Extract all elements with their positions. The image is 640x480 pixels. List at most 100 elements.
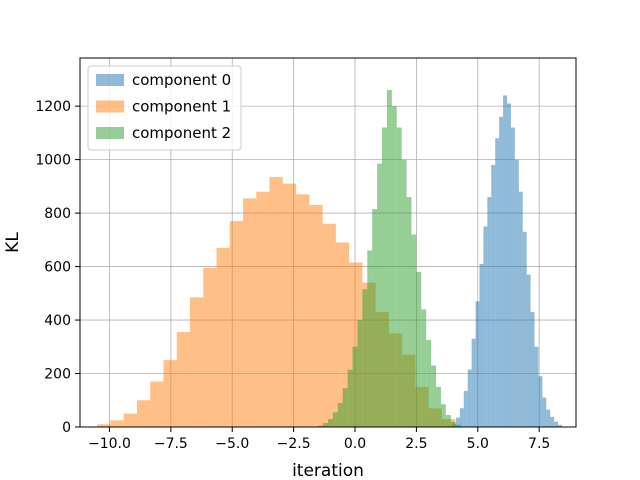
histogram-bar bbox=[558, 424, 563, 427]
histogram-bar bbox=[229, 221, 244, 427]
histogram-bar bbox=[282, 183, 297, 427]
y-tick-label: 600 bbox=[44, 260, 71, 276]
legend-label: component 0 bbox=[132, 71, 231, 89]
histogram-bar bbox=[471, 338, 476, 427]
histogram-bar bbox=[396, 127, 402, 428]
histogram-bar bbox=[110, 420, 124, 427]
y-tick-label: 1200 bbox=[35, 99, 71, 115]
histogram-bar bbox=[322, 223, 336, 427]
histogram-bar bbox=[362, 289, 368, 427]
legend-label: component 2 bbox=[132, 124, 231, 142]
y-tick-label: 800 bbox=[44, 206, 71, 222]
y-tick-label: 0 bbox=[62, 420, 71, 436]
histogram-bar bbox=[328, 418, 333, 427]
y-axis-label: KL bbox=[3, 232, 23, 253]
y-axis-ticks: 0 200 400 600 800 1000 1200 bbox=[35, 99, 80, 436]
histogram-bar bbox=[495, 138, 500, 427]
histogram-bar bbox=[514, 159, 519, 427]
histogram-bar bbox=[416, 271, 422, 427]
histogram-bar bbox=[176, 332, 191, 427]
histogram-bar bbox=[440, 404, 446, 427]
histogram-bar bbox=[467, 369, 472, 427]
histogram-bar bbox=[332, 412, 338, 427]
histogram-bar bbox=[445, 414, 451, 427]
histogram-bar bbox=[309, 205, 323, 427]
histogram-bar bbox=[163, 360, 177, 427]
x-tick-label: 5.0 bbox=[467, 436, 489, 452]
histogram-bar bbox=[377, 163, 383, 427]
histogram-bar bbox=[269, 176, 283, 427]
histogram-bar bbox=[323, 422, 328, 427]
histogram-bars bbox=[97, 90, 563, 428]
histogram-bar bbox=[357, 320, 363, 427]
x-axis-ticks: −10.0 −7.5 −5.0 −2.5 0.0 2.5 5.0 7.5 bbox=[88, 427, 550, 452]
histogram-bar bbox=[479, 263, 484, 427]
y-tick-label: 1000 bbox=[35, 153, 71, 169]
histogram-bar bbox=[150, 381, 164, 427]
histogram-bar bbox=[499, 116, 504, 428]
histogram-bar bbox=[526, 274, 531, 427]
histogram-bar bbox=[483, 226, 488, 427]
histogram-bar bbox=[335, 242, 350, 427]
histogram-bar bbox=[431, 365, 437, 427]
x-tick-label: −5.0 bbox=[215, 436, 249, 452]
legend: component 0 component 1 component 2 bbox=[87, 65, 242, 151]
histogram-bar bbox=[510, 127, 515, 428]
histogram-bar bbox=[123, 413, 137, 427]
histogram-bar bbox=[203, 267, 217, 427]
histogram-bar bbox=[530, 312, 535, 427]
histogram-bar bbox=[546, 409, 551, 427]
histogram-bar bbox=[450, 421, 456, 427]
histogram-bar bbox=[491, 164, 496, 427]
legend-swatch bbox=[96, 74, 124, 86]
histogram-bar bbox=[190, 297, 204, 427]
histogram-bar bbox=[455, 417, 460, 427]
histogram-bar bbox=[367, 250, 373, 427]
histogram-bar bbox=[534, 346, 539, 427]
legend-box bbox=[87, 65, 242, 151]
histogram-bar bbox=[554, 421, 559, 427]
histogram-bar bbox=[382, 127, 387, 428]
histogram-bar bbox=[372, 209, 378, 427]
x-tick-label: −7.5 bbox=[154, 436, 188, 452]
histogram-bar bbox=[507, 103, 511, 428]
legend-swatch bbox=[96, 100, 124, 113]
histogram-bar bbox=[436, 386, 441, 427]
histogram-bar bbox=[475, 301, 480, 427]
histogram-bar bbox=[463, 390, 468, 427]
histogram-bar bbox=[391, 106, 397, 427]
histogram-bar bbox=[487, 197, 492, 427]
x-tick-label: −10.0 bbox=[88, 436, 131, 452]
histogram-bar bbox=[459, 408, 464, 427]
histogram-bar bbox=[550, 416, 555, 427]
histogram-bar bbox=[518, 191, 523, 427]
histogram-bar bbox=[455, 424, 461, 427]
histogram-bar bbox=[421, 309, 427, 427]
histogram-bar bbox=[401, 159, 407, 427]
histogram-bar bbox=[352, 346, 358, 427]
series-0-bars bbox=[452, 95, 563, 428]
histogram-bar bbox=[318, 425, 324, 427]
histogram-bar bbox=[386, 90, 392, 427]
histogram-bar bbox=[347, 369, 353, 427]
histogram-bar bbox=[337, 402, 343, 427]
y-tick-label: 200 bbox=[44, 367, 71, 383]
histogram-bar bbox=[243, 198, 257, 427]
y-tick-label: 400 bbox=[44, 313, 71, 329]
histogram-bar bbox=[503, 95, 508, 427]
histogram-bar bbox=[342, 388, 348, 427]
histogram-bar bbox=[542, 397, 547, 427]
histogram-bar bbox=[522, 231, 527, 427]
legend-swatch bbox=[96, 127, 124, 139]
histogram-bar bbox=[411, 234, 417, 427]
histogram-bar bbox=[406, 197, 412, 427]
x-tick-label: 2.5 bbox=[405, 436, 427, 452]
legend-label: component 1 bbox=[132, 98, 231, 116]
histogram-bar bbox=[216, 247, 230, 427]
histogram-bar bbox=[538, 376, 543, 427]
plot-frame bbox=[79, 57, 577, 428]
x-tick-label: −2.5 bbox=[277, 436, 311, 452]
x-axis-label: iteration bbox=[292, 461, 364, 480]
histogram-bar bbox=[256, 191, 270, 427]
